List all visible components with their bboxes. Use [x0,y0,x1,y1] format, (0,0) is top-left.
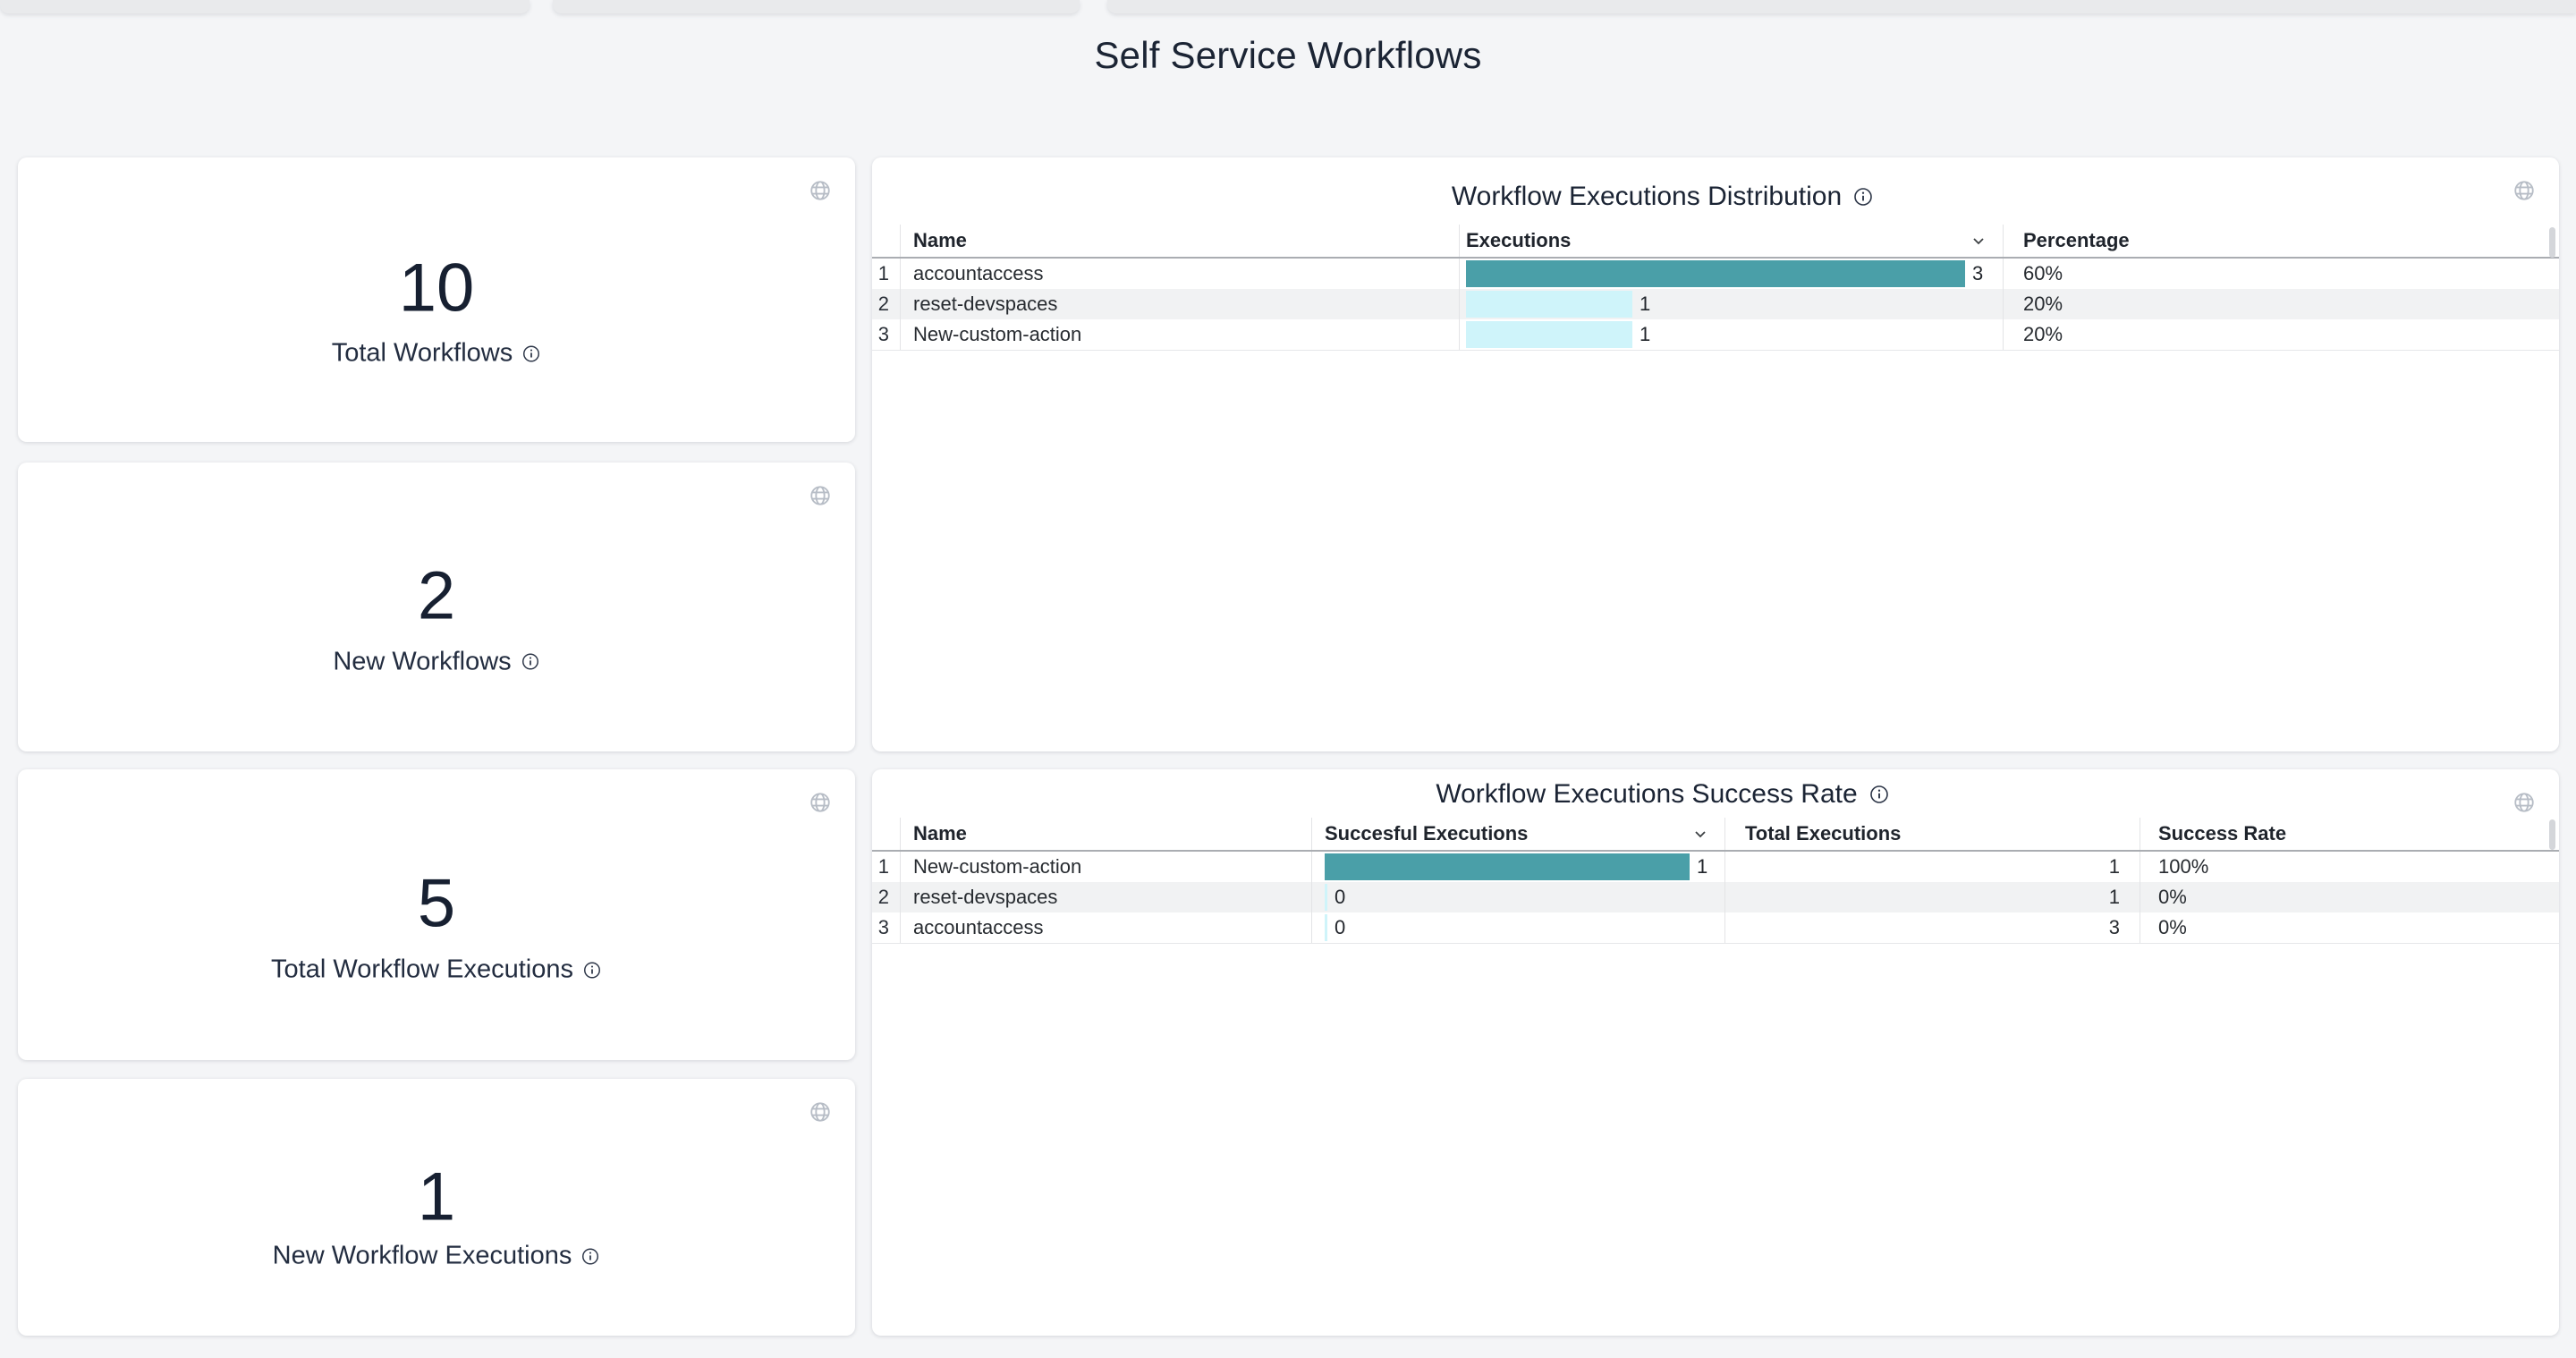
successful-value: 0 [1335,886,1346,908]
table-row[interactable]: 2 reset-devspaces 1 20% [872,289,2559,319]
panel-title: Workflow Executions Success Rate [1436,779,1858,809]
stat-label: Total Workflows [331,338,513,368]
executions-bar [1466,291,1632,318]
success-rate-value: 100% [2158,855,2209,878]
top-card-remnant [1107,0,2576,13]
workflow-name: reset-devspaces [901,882,1312,912]
percentage-value: 60% [2023,262,2063,284]
stat-card-new-workflow-executions: 1 New Workflow Executions [18,1079,855,1336]
column-header-total-executions[interactable]: Total Executions [1725,818,2140,850]
info-icon[interactable] [582,960,602,980]
stat-label: New Workflows [333,647,512,676]
column-header-success-rate[interactable]: Success Rate [2158,822,2287,845]
success-rate-value: 0% [2158,886,2187,908]
stat-label: Total Workflow Executions [271,955,573,984]
workflow-name: New-custom-action [901,852,1312,882]
executions-bar-cell: 1 [1460,319,2004,350]
panel-title: Workflow Executions Distribution [1451,182,1843,211]
stat-value: 5 [417,865,456,941]
success-rate-table: Name Succesful Executions Total Executio… [872,818,2559,944]
panel-executions-success-rate: Workflow Executions Success Rate Name Su… [872,769,2559,1336]
info-icon[interactable] [521,344,541,363]
column-header-executions[interactable]: Executions [1460,225,2004,257]
table-row[interactable]: 1 New-custom-action 1 1 100% [872,852,2559,882]
column-header-name[interactable]: Name [901,225,1460,257]
info-icon[interactable] [1852,186,1874,208]
row-number: 3 [872,912,901,943]
successful-value: 1 [1697,855,1708,878]
globe-icon [810,1102,830,1122]
globe-icon [810,486,830,505]
column-header-name[interactable]: Name [901,818,1312,850]
executions-bar [1466,260,1965,287]
stat-value: 2 [417,557,456,634]
successful-bar [1325,884,1327,911]
percentage-value: 20% [2023,293,2063,315]
total-executions-value: 1 [1725,882,2140,912]
globe-icon [810,181,830,200]
stat-card-total-workflow-executions: 5 Total Workflow Executions [18,769,855,1060]
percentage-value: 20% [2023,323,2063,345]
total-executions-value: 1 [1725,852,2140,882]
column-header-successful-executions[interactable]: Succesful Executions [1312,818,1725,850]
workflow-name: accountaccess [901,259,1460,289]
successful-value: 0 [1335,916,1346,938]
row-number: 1 [872,852,901,882]
panel-executions-distribution: Workflow Executions Distribution Name Ex… [872,157,2559,751]
page-title: Self Service Workflows [1094,34,1482,76]
successful-bar [1325,914,1327,941]
successful-bar-cell: 0 [1312,882,1725,912]
info-icon[interactable] [1868,784,1890,805]
stat-label: New Workflow Executions [272,1241,572,1270]
distribution-table: Name Executions Percentage 1 accountacce… [872,225,2559,351]
top-card-remnant [0,0,530,13]
row-number: 1 [872,259,901,289]
stat-card-new-workflows: 2 New Workflows [18,463,855,751]
executions-value: 1 [1640,293,1651,315]
stat-value: 1 [417,1159,456,1235]
column-header-percentage[interactable]: Percentage [2023,229,2130,251]
sort-chevron-icon[interactable] [1969,231,1988,250]
success-rate-value: 0% [2158,916,2187,938]
row-number: 3 [872,319,901,350]
total-executions-value: 3 [1725,912,2140,943]
top-card-remnant [553,0,1080,13]
executions-bar [1466,321,1632,348]
table-scrollbar-thumb[interactable] [2549,819,2555,850]
info-icon[interactable] [521,652,540,672]
info-icon[interactable] [580,1246,600,1266]
executions-bar-cell: 1 [1460,289,2004,319]
successful-bar-cell: 0 [1312,912,1725,943]
workflow-name: accountaccess [901,912,1312,943]
successful-bar [1325,853,1690,880]
table-header-row: Name Succesful Executions Total Executio… [872,818,2559,852]
executions-value: 1 [1640,323,1651,345]
globe-icon [810,793,830,812]
row-number-header [872,225,901,257]
table-row[interactable]: 1 accountaccess 3 60% [872,259,2559,289]
stat-value: 10 [398,250,475,327]
row-number: 2 [872,289,901,319]
sort-chevron-icon[interactable] [1690,824,1710,844]
executions-bar-cell: 3 [1460,259,2004,289]
row-number: 2 [872,882,901,912]
table-header-row: Name Executions Percentage [872,225,2559,259]
table-row[interactable]: 2 reset-devspaces 0 1 0% [872,882,2559,912]
successful-bar-cell: 1 [1312,852,1725,882]
executions-value: 3 [1972,262,1984,284]
workflow-name: reset-devspaces [901,289,1460,319]
stat-card-total-workflows: 10 Total Workflows [18,157,855,442]
workflow-name: New-custom-action [901,319,1460,350]
table-scrollbar-thumb[interactable] [2549,227,2555,258]
table-row[interactable]: 3 accountaccess 0 3 0% [872,912,2559,943]
table-row[interactable]: 3 New-custom-action 1 20% [872,319,2559,350]
row-number-header [872,818,901,850]
